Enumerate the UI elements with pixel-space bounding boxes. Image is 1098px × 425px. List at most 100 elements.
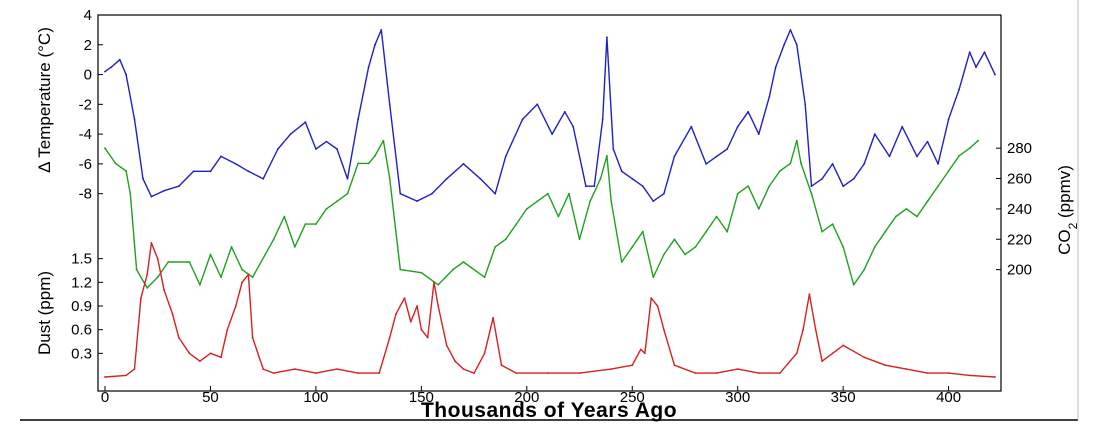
x-tick-label: 150 [409, 389, 434, 406]
dust-data-point [171, 313, 174, 315]
dust-data-point [133, 368, 136, 370]
dust-data-point [578, 372, 581, 374]
temperature-data-point [768, 96, 771, 98]
dust-data-point [247, 273, 250, 276]
co2-data-point [209, 253, 212, 256]
co2-data-point [606, 154, 608, 157]
dust-data-point [462, 368, 465, 370]
dust-data-point [403, 297, 406, 299]
x-tick-label: 250 [620, 389, 645, 406]
temperature-data-point [863, 163, 866, 165]
temperature-data-point [663, 192, 665, 195]
temperature-data-point [774, 66, 777, 68]
dust-data-point [884, 364, 887, 367]
co2-data-point [873, 246, 876, 248]
dust-data-point [420, 328, 423, 331]
co2-data-point [557, 215, 560, 218]
dust-data-point [272, 372, 275, 374]
temperature-data-point [620, 170, 623, 173]
temperature-data-point [757, 133, 760, 136]
co2-data-point [536, 200, 539, 203]
co2-data-point [156, 276, 159, 279]
temperature-data-point [192, 170, 195, 173]
co2-data-point [241, 268, 244, 271]
dust-data-point [831, 352, 834, 355]
temperature-data-point [994, 73, 996, 76]
temperature-data-point [736, 125, 739, 128]
co2-data-point [304, 223, 307, 226]
temperature-tick-label: -6 [79, 156, 92, 173]
temperature-data-point [289, 133, 292, 136]
dust-data-point [140, 297, 142, 299]
temperature-data-point [479, 177, 482, 180]
co2-data-point [420, 271, 423, 274]
temperature-data-point [563, 110, 566, 113]
temperature-data-point [916, 155, 918, 158]
dust-data-point [315, 372, 317, 374]
dust-data-point [821, 360, 823, 363]
co2-data-point [977, 139, 979, 142]
co2-data-point [125, 170, 127, 172]
temperature-data-point [367, 66, 370, 68]
temperature-data-point [926, 140, 929, 143]
co2-data-point [357, 162, 359, 165]
x-tick-label: 350 [831, 389, 856, 406]
dust-data-point [416, 305, 418, 307]
temperature-data-point [177, 185, 180, 188]
co2-data-point [620, 261, 623, 263]
dust-data-point [994, 376, 996, 378]
co2-data-point [968, 147, 971, 150]
co2-data-point [641, 230, 644, 233]
x-tick-label: 200 [514, 389, 539, 406]
dust-data-point [150, 242, 153, 244]
temperature-data-point [842, 185, 845, 188]
co2-data-point [663, 253, 665, 256]
dust-data-point [156, 257, 159, 260]
temperature-data-point [593, 185, 596, 188]
co2-data-point [905, 208, 908, 210]
dust-data-point [409, 320, 412, 323]
temperature-data-point [810, 185, 813, 188]
dust-data-point [209, 352, 212, 355]
co2-data-point [452, 268, 454, 271]
dust-data-point [968, 374, 971, 377]
co2-data-point [315, 223, 317, 226]
dust-data-point [483, 352, 486, 355]
temperature-data-point [494, 192, 497, 195]
co2-data-point [589, 200, 591, 203]
co2-tick-label: 240 [1007, 201, 1032, 218]
dust-data-point [639, 348, 642, 351]
x-tick-label: 50 [202, 389, 219, 406]
temperature-data-point [220, 155, 222, 158]
co2-data-point [325, 208, 328, 210]
dust-data-point [656, 305, 659, 307]
temperature-data-point [163, 189, 166, 192]
temperature-data-point [445, 177, 448, 180]
temperature-tick-label: -8 [79, 186, 92, 203]
temperature-data-point [234, 163, 237, 165]
co2-axis-title-subscript: 2 [1066, 222, 1080, 229]
temperature-data-point [536, 103, 539, 106]
co2-data-point [504, 238, 507, 241]
co2-data-point [129, 192, 132, 195]
dust-data-point [445, 344, 448, 347]
temperature-data-point [374, 43, 376, 46]
dust-data-point [842, 344, 845, 347]
co2-data-point [610, 200, 613, 203]
temperature-data-point [983, 51, 986, 54]
co2-data-point [842, 246, 845, 248]
co2-data-point [388, 177, 391, 180]
dust-data-point [188, 352, 191, 355]
temperature-data-point [705, 163, 707, 165]
dust-data-point [905, 368, 908, 370]
co2-data-point [705, 230, 707, 233]
dust-data-point [220, 356, 222, 359]
dust-data-point [644, 352, 646, 355]
dust-data-point [437, 305, 440, 307]
temperature-data-point [947, 118, 950, 121]
temperature-tick-label: 4 [84, 7, 92, 24]
co2-data-point [547, 192, 549, 195]
temperature-data-point [431, 192, 433, 195]
co2-data-point [188, 261, 191, 263]
